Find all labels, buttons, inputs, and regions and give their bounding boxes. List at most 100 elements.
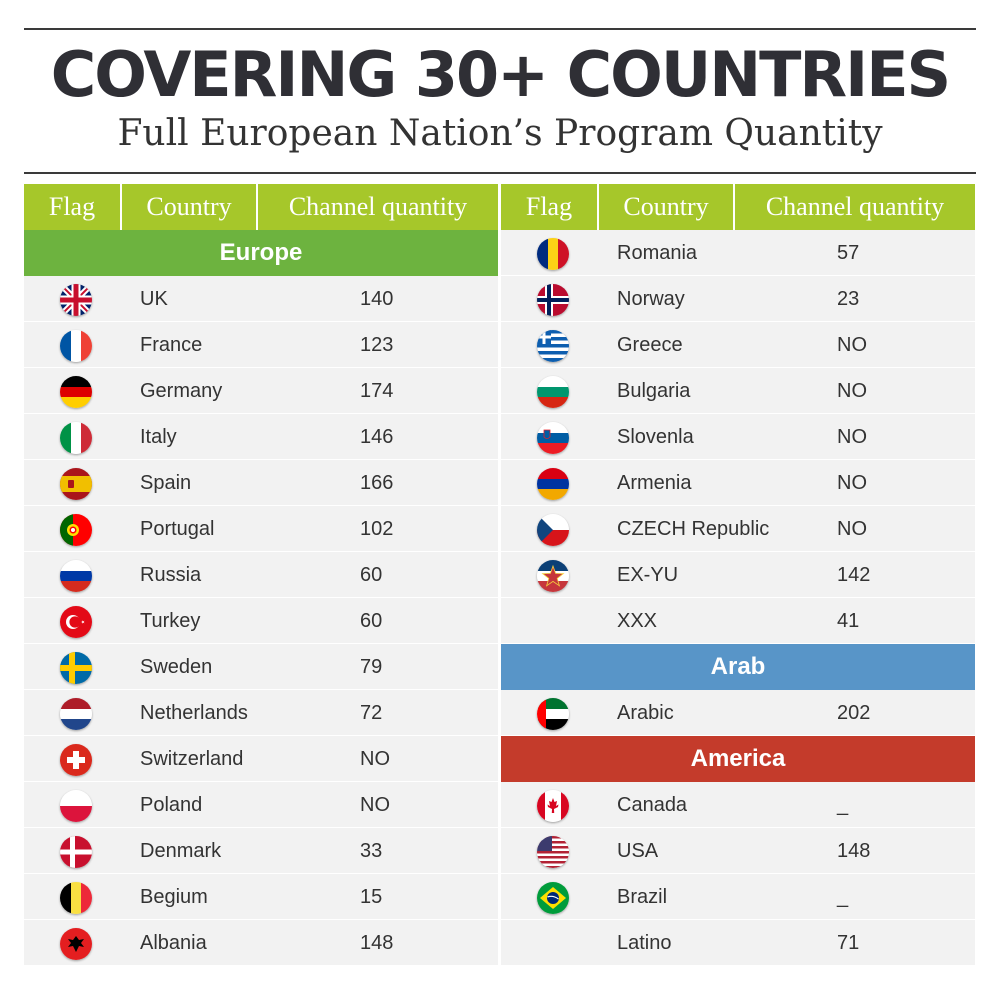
table-row: CZECH Republic NO <box>501 506 975 552</box>
channel-quantity: NO <box>837 334 867 356</box>
channel-quantity: NO <box>360 794 390 816</box>
channel-quantity: _ <box>837 886 849 908</box>
channel-quantity: 102 <box>360 518 394 540</box>
portugal-flag-icon <box>60 514 92 546</box>
channel-quantity: 33 <box>360 840 383 862</box>
table-row: Switzerland NO <box>24 736 498 782</box>
country-name: Norway <box>617 288 685 310</box>
table-row: Arabic 202 <box>501 690 975 736</box>
table-row: Norway 23 <box>501 276 975 322</box>
greece-flag-icon <box>537 330 569 362</box>
spain-flag-icon <box>60 468 92 500</box>
channel-quantity: 41 <box>837 610 860 632</box>
table-row: Italy 146 <box>24 414 498 460</box>
channel-quantity: 15 <box>360 886 383 908</box>
page-title: COVERING 30+ COUNTRIES <box>50 38 951 111</box>
country-name: UK <box>140 288 168 310</box>
table-row: Portugal 102 <box>24 506 498 552</box>
uae-flag-icon <box>537 698 569 730</box>
albania-flag-icon <box>60 928 92 960</box>
section-america: America <box>501 736 975 782</box>
table-row: Greece NO <box>501 322 975 368</box>
country-name: Greece <box>617 334 683 356</box>
denmark-flag-icon <box>60 836 92 868</box>
russia-flag-icon <box>60 560 92 592</box>
country-name: Slovenla <box>617 426 694 448</box>
channel-quantity: 166 <box>360 472 394 494</box>
table-row: Netherlands 72 <box>24 690 498 736</box>
belgium-flag-icon <box>60 882 92 914</box>
country-name: Albania <box>140 932 207 954</box>
channel-quantity: 57 <box>837 242 860 264</box>
country-name: Switzerland <box>140 748 244 770</box>
table-header: Flag Country Channel quantity <box>501 184 975 230</box>
country-name: Romania <box>617 242 698 264</box>
country-name: Netherlands <box>140 702 248 724</box>
bottom-rule <box>24 172 976 174</box>
armenia-flag-icon <box>537 468 569 500</box>
table-body: Romania 57 Norway 23 Greece NO Bulgaria NO Slove… <box>501 230 975 966</box>
usa-flag-icon <box>537 836 569 868</box>
channel-quantity: 79 <box>360 656 383 678</box>
uk-flag-icon <box>60 284 92 316</box>
table-row: Armenia NO <box>501 460 975 506</box>
country-name: France <box>140 334 203 356</box>
table-row: Slovenla NO <box>501 414 975 460</box>
channel-quantity: 146 <box>360 426 394 448</box>
header-country: Country <box>122 184 258 230</box>
country-name: Brazil <box>617 886 668 908</box>
page-subtitle: Full European Nation’s Program Quantity <box>117 113 883 154</box>
sweden-flag-icon <box>60 652 92 684</box>
header-flag: Flag <box>24 184 122 230</box>
channel-quantity: _ <box>837 794 849 816</box>
table-row: Bulgaria NO <box>501 368 975 414</box>
table-row: XXX 41 <box>501 598 975 644</box>
bulgaria-flag-icon <box>537 376 569 408</box>
country-name: Canada <box>617 794 688 816</box>
channel-quantity: NO <box>837 426 867 448</box>
channel-quantity: NO <box>360 748 390 770</box>
section-arab: Arab <box>501 644 975 690</box>
channel-quantity: NO <box>837 518 867 540</box>
italy-flag-icon <box>60 422 92 454</box>
table-row: Latino 71 <box>501 920 975 966</box>
country-name: Italy <box>140 426 177 448</box>
country-name: XXX <box>617 610 658 632</box>
channel-quantity: 142 <box>837 564 871 586</box>
channel-quantity: 60 <box>360 610 383 632</box>
channel-quantity: 23 <box>837 288 860 310</box>
table-row: Begium 15 <box>24 874 498 920</box>
country-name: EX-YU <box>617 564 679 586</box>
section-europe: Europe <box>24 230 498 276</box>
country-name: Russia <box>140 564 202 586</box>
country-name: CZECH Republic <box>617 518 770 540</box>
country-name: Arabic <box>617 702 674 724</box>
slovenia-flag-icon <box>537 422 569 454</box>
channel-quantity: 123 <box>360 334 394 356</box>
table-row: Turkey 60 <box>24 598 498 644</box>
table-header: Flag Country Channel quantity <box>24 184 498 230</box>
czech-flag-icon <box>537 514 569 546</box>
channel-quantity: 140 <box>360 288 394 310</box>
table-row: EX-YU 142 <box>501 552 975 598</box>
header-country: Country <box>599 184 735 230</box>
country-name: Germany <box>140 380 223 402</box>
table-row: Germany 174 <box>24 368 498 414</box>
top-rule <box>24 28 976 30</box>
table-row: Brazil _ <box>501 874 975 920</box>
norway-flag-icon <box>537 284 569 316</box>
right-table: Flag Country Channel quantity Romania 57 N… <box>501 184 975 966</box>
table-row: Spain 166 <box>24 460 498 506</box>
channel-quantity: 60 <box>360 564 383 586</box>
country-name: Portugal <box>140 518 215 540</box>
germany-flag-icon <box>60 376 92 408</box>
france-flag-icon <box>60 330 92 362</box>
left-table: Flag Country Channel quantity Europe UK 14… <box>24 184 498 966</box>
header-channel-quantity: Channel quantity <box>288 192 468 221</box>
country-name: Denmark <box>140 840 222 862</box>
table-body: Europe UK 140 France 123 Germany 174 Italy 146 Sp… <box>24 230 498 966</box>
table-row: Romania 57 <box>501 230 975 276</box>
header-channel-quantity: Channel quantity <box>765 192 945 221</box>
country-name: USA <box>617 840 659 862</box>
country-name: Sweden <box>140 656 213 678</box>
